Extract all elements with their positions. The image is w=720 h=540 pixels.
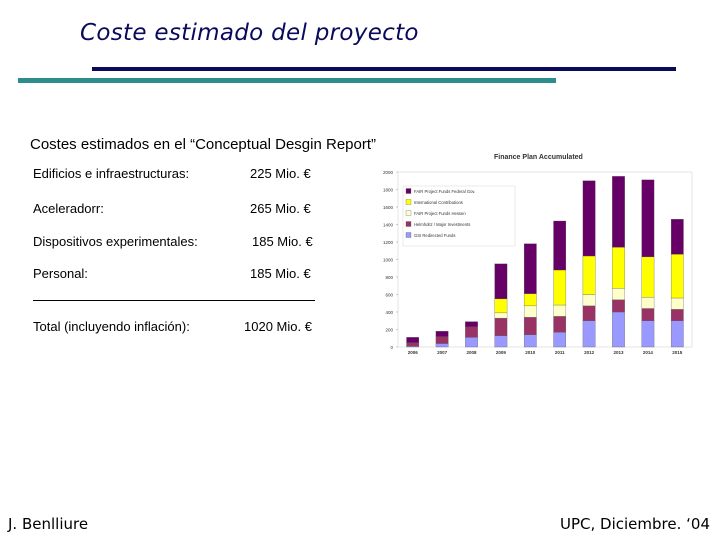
bar-2015-series-4 [670,219,684,255]
x-tick-label-2: 2008 [466,350,477,355]
y-tick-label-8: 1600 [383,205,394,210]
bar-2013-series-1 [612,299,625,313]
bar-2007-series-0 [435,343,449,348]
cost-value-accelerator: 265 Mio. € [250,201,311,216]
bar-2010-series-0 [523,334,537,348]
bar-2008-series-4 [465,321,478,328]
bar-2014-series-3 [641,256,655,298]
x-tick-label-0: 2006 [408,350,419,355]
bar-2009-series-0 [494,335,508,348]
footer-author: J. Benlliure [8,515,89,533]
x-tick-label-1: 2007 [437,350,448,355]
bar-2013-series-4 [612,176,625,248]
y-tick-label-3: 600 [385,293,393,298]
x-tick-label-7: 2013 [613,350,624,355]
page-title: Coste estimado del proyecto [80,20,419,46]
bar-2008-series-1 [465,326,478,338]
bar-2011-series-1 [553,316,567,333]
y-tick-label-4: 800 [385,275,393,280]
y-tick-label-1: 200 [385,328,393,333]
bar-2010-series-3 [523,293,537,307]
title-underline-navy [92,67,676,71]
bar-2009-series-4 [494,263,508,300]
x-tick-label-9: 2015 [672,350,683,355]
bar-2012-series-0 [582,320,596,348]
x-tick-label-5: 2011 [555,350,565,355]
cost-label-accelerator: Aceleradorr: [33,201,104,216]
bar-2015-series-1 [670,309,684,321]
bar-2011-series-0 [553,331,567,348]
bar-2006-series-4 [406,337,420,343]
y-tick-label-0: 0 [390,345,393,350]
legend-swatch-0 [405,188,412,194]
legend-label-2: FAIR Project Funds Hessen [414,211,466,216]
y-tick-label-6: 1200 [383,240,394,245]
bar-2015-series-0 [670,320,684,348]
legend-label-1: International Contributions [414,200,463,205]
bar-2012-series-1 [582,305,596,321]
bar-2012-series-4 [582,180,596,257]
cost-label-buildings: Edificios e infraestructuras: [33,166,190,181]
x-tick-label-3: 2009 [496,350,507,355]
bar-2010-series-1 [523,317,537,335]
legend-swatch-1 [405,199,412,205]
bar-2012-series-3 [582,255,596,295]
legend-swatch-2 [405,210,412,216]
bar-2009-series-1 [494,317,508,336]
bar-2010-series-4 [523,243,537,294]
bar-2006-series-1 [406,342,420,347]
bar-2008-series-0 [465,337,478,348]
cost-value-experiments: 185 Mio. € [252,234,313,249]
legend-label-3: Helmholtz / Major Investments [414,222,470,227]
footer-venue: UPC, Diciembre. ‘04 [560,515,710,533]
y-tick-label-5: 1000 [383,258,394,263]
y-tick-label-2: 400 [385,310,393,315]
bar-2014-series-2 [641,296,655,309]
legend-label-4: GSI Redirected Funds [414,233,455,238]
title-underline-teal [18,78,556,83]
y-tick-label-10: 2000 [383,170,394,175]
legend-swatch-4 [405,232,412,238]
bar-2011-series-4 [553,220,567,271]
bar-2011-series-2 [553,304,567,317]
legend-box [402,185,516,247]
finance-plan-chart: Finance Plan Accumulated 0 200 400 600 800 10… [383,154,693,355]
cost-label-experiments: Dispositivos experimentales: [33,234,198,249]
bar-2012-series-2 [582,294,596,307]
cost-value-personnel: 185 Mio. € [250,266,311,281]
y-tick-label-9: 1800 [383,188,394,193]
x-tick-label-6: 2012 [584,350,595,355]
cost-value-buildings: 225 Mio. € [250,166,311,181]
bar-2009-series-3 [494,298,508,314]
cost-label-personnel: Personal: [33,266,88,281]
bar-2013-series-2 [612,288,625,300]
total-value: 1020 Mio. € [244,319,312,334]
total-label: Total (incluyendo inflación): [33,319,190,334]
bar-2013-series-3 [612,247,625,289]
bar-2014-series-4 [641,179,655,258]
y-tick-label-7: 1400 [383,223,394,228]
bar-2015-series-3 [670,254,684,299]
bar-2011-series-3 [553,269,567,306]
bar-2014-series-0 [641,320,655,348]
x-tick-label-4: 2010 [525,350,536,355]
bar-2007-series-4 [435,331,449,337]
legend-label-0: FAIR Project Funds Federal Gov. [414,189,475,194]
bar-2007-series-1 [435,336,449,344]
bar-2015-series-2 [670,297,684,310]
bar-2009-series-2 [494,312,508,319]
x-tick-label-8: 2014 [643,350,654,355]
legend-swatch-3 [405,221,412,227]
bar-2010-series-2 [523,305,537,318]
subtitle: Costes estimados en el “Conceptual Desgi… [30,136,377,153]
bar-2014-series-1 [641,308,655,321]
bar-2013-series-0 [612,311,625,348]
total-separator [33,300,315,301]
chart-title: Finance Plan Accumulated [494,154,583,161]
